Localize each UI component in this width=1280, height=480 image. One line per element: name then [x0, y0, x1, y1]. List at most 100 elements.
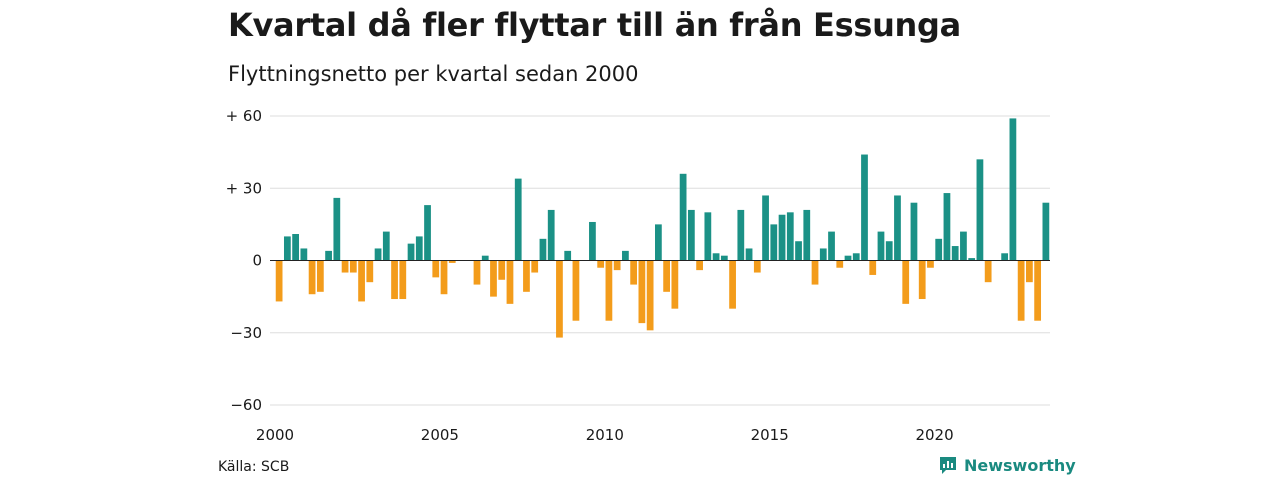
- x-tick-label: 2010: [586, 426, 624, 444]
- bar: [498, 260, 506, 280]
- bar: [399, 260, 407, 300]
- bar: [646, 260, 654, 331]
- y-tick-label: −60: [230, 396, 262, 414]
- bar: [300, 248, 308, 261]
- bar: [861, 154, 868, 261]
- bar: [564, 250, 572, 261]
- bar: [745, 248, 753, 261]
- bar: [819, 248, 827, 261]
- bar: [283, 236, 291, 261]
- bar: [531, 260, 539, 273]
- bar: [523, 260, 530, 292]
- bar: [1009, 118, 1017, 261]
- bar: [960, 231, 967, 261]
- bar: [885, 241, 893, 261]
- x-tick-label: 2020: [915, 426, 953, 444]
- bar: [333, 197, 341, 261]
- bar: [655, 224, 662, 261]
- bar: [473, 260, 481, 285]
- y-tick-label: 0: [252, 252, 262, 270]
- bar: [918, 260, 926, 300]
- bar: [828, 231, 835, 261]
- bar: [275, 260, 283, 302]
- bar: [325, 250, 332, 261]
- bar: [1034, 260, 1042, 321]
- bar: [424, 205, 431, 261]
- bar: [720, 255, 728, 261]
- source-label: Källa: SCB: [218, 459, 290, 475]
- bar: [679, 173, 687, 261]
- bar: [316, 260, 324, 292]
- bar: [737, 209, 745, 261]
- bar: [440, 260, 448, 295]
- bar: [432, 260, 440, 278]
- bar: [415, 236, 423, 261]
- chart-title: Kvartal då fler flyttar till än från Ess…: [228, 6, 961, 44]
- bar: [358, 260, 365, 302]
- chart-subtitle: Flyttningsnetto per kvartal sedan 2000: [228, 62, 639, 86]
- bar: [671, 260, 679, 309]
- x-tick-label: 2005: [421, 426, 459, 444]
- bar: [844, 255, 852, 261]
- brand-name: Newsworthy: [964, 455, 1076, 475]
- brand-logo[interactable]: Newsworthy: [938, 455, 1076, 475]
- bar: [803, 209, 811, 261]
- x-tick-label: 2015: [751, 426, 789, 444]
- x-tick-label: 2000: [256, 426, 294, 444]
- bar: [1026, 260, 1033, 283]
- bar: [712, 253, 720, 261]
- bar: [382, 231, 390, 261]
- y-tick-label: + 60: [226, 107, 262, 125]
- bar: [638, 260, 646, 324]
- bar: [696, 260, 703, 271]
- bar: [622, 250, 629, 261]
- bar: [556, 260, 563, 338]
- bar: [481, 255, 489, 261]
- bar: [704, 212, 712, 261]
- bar: [729, 260, 736, 309]
- bar: [951, 246, 959, 261]
- bar: [630, 260, 638, 285]
- bar: [910, 202, 918, 261]
- bar: [1017, 260, 1025, 321]
- bar: [490, 260, 497, 297]
- bar: [753, 260, 761, 273]
- bar: [811, 260, 819, 285]
- bar: [902, 260, 910, 304]
- bar: [506, 260, 514, 304]
- y-tick-label: −30: [230, 324, 262, 342]
- bar: [572, 260, 580, 321]
- bar: [366, 260, 374, 283]
- bar: [852, 253, 860, 261]
- bar: [1001, 253, 1009, 261]
- bar: [1042, 202, 1050, 261]
- bar: [605, 260, 613, 321]
- bar: [663, 260, 670, 292]
- bar: [547, 209, 555, 261]
- bar: [795, 241, 802, 261]
- bar: [762, 195, 769, 261]
- bar: [984, 260, 992, 283]
- bar: [894, 195, 901, 261]
- bar: [778, 214, 786, 261]
- bar: [943, 193, 951, 261]
- y-tick-label: + 30: [226, 179, 262, 197]
- bar: [770, 224, 778, 261]
- bar: [597, 260, 605, 268]
- bar: [976, 159, 984, 261]
- bar: [613, 260, 621, 271]
- bar: [836, 260, 844, 268]
- bar: [869, 260, 877, 275]
- bar: [927, 260, 934, 268]
- bar: [292, 234, 299, 261]
- bar: [374, 248, 382, 261]
- bar: [687, 209, 695, 261]
- bar: [786, 212, 794, 261]
- bar: [407, 243, 415, 261]
- bar: [935, 238, 943, 261]
- bar: [308, 260, 316, 295]
- bar: [514, 178, 522, 261]
- bar: [589, 221, 596, 261]
- bar: [349, 260, 357, 273]
